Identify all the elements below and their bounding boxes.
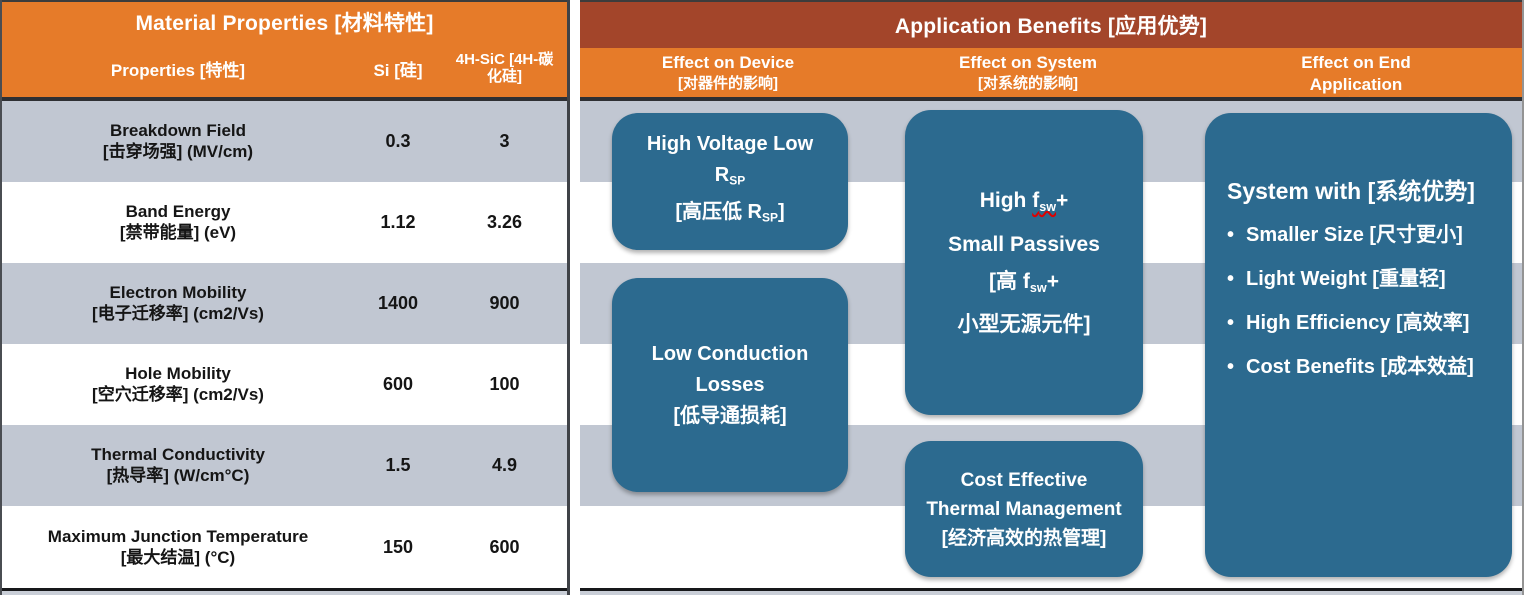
table-row: Thermal Conductivity [热导率] (W/cm°C) 1.5 … xyxy=(2,425,567,506)
benefit-line: [低导通损耗] xyxy=(673,404,787,427)
bottom-rule xyxy=(2,588,567,591)
bottom-shadow-strip xyxy=(2,591,567,595)
bullet-icon: • xyxy=(1227,224,1235,246)
system-advantages-heading: System with [系统优势] xyxy=(1227,178,1475,204)
benefit-line: Low Conduction xyxy=(651,342,809,365)
header-divider-rule xyxy=(2,97,567,101)
material-properties-header: Material Properties [材料特性] Properties [特… xyxy=(2,0,567,97)
bullet-icon: • xyxy=(1227,312,1235,334)
application-benefits-panel: Application Benefits [应用优势] Effect on De… xyxy=(580,0,1524,595)
benefit-column-header-band: Effect on Device [对器件的影响] Effect on Syst… xyxy=(580,48,1522,114)
sic-value: 600 xyxy=(489,536,520,557)
benefit-line: Losses xyxy=(695,373,765,396)
bullet-icon: • xyxy=(1227,268,1235,290)
header-divider-rule xyxy=(580,97,1522,101)
bullet-item: • Smaller Size [尺寸更小] xyxy=(1227,224,1463,246)
benefit-box-high-fsw-small-passives: High fsw+ Small Passives [高 fsw+ 小型无源元件] xyxy=(905,110,1143,415)
benefit-line: RSP xyxy=(714,164,746,188)
bullet-icon: • xyxy=(1227,356,1235,378)
application-benefits-title: Application Benefits [应用优势] xyxy=(894,15,1208,38)
si-value: 150 xyxy=(382,536,414,557)
si-value: 600 xyxy=(382,374,414,394)
material-properties-panel: Material Properties [材料特性] Properties [特… xyxy=(0,0,570,595)
property-cell: Breakdown Field [击穿场强] (MV/cm) xyxy=(102,121,254,161)
sic-value: 900 xyxy=(489,293,520,313)
application-benefits-header: Application Benefits [应用优势] xyxy=(580,0,1522,48)
table-column-headers: Properties [特性] Si [硅] 4H-SiC [4H-碳化硅] xyxy=(2,39,567,97)
benefit-line: Thermal Management xyxy=(926,498,1122,520)
table-row: Band Energy [禁带能量] (eV) 1.12 3.26 xyxy=(2,182,567,263)
bullet-item: • High Efficiency [高效率] xyxy=(1227,312,1470,334)
benefit-line: High Voltage Low xyxy=(646,133,814,156)
sic-value: 3 xyxy=(499,131,510,151)
benefit-box-low-conduction-losses: Low Conduction Losses [低导通损耗] xyxy=(612,278,848,492)
sic-value: 3.26 xyxy=(486,212,523,232)
benefit-box-cost-effective-thermal-management: Cost Effective Thermal Management [经济高效的… xyxy=(905,441,1143,577)
bullet-item: • Light Weight [重量轻] xyxy=(1227,268,1446,290)
material-properties-table: Breakdown Field [击穿场强] (MV/cm) 0.3 3 Ban… xyxy=(2,101,567,588)
table-row: Hole Mobility [空穴迁移率] (cm2/Vs) 600 100 xyxy=(2,344,567,425)
column-header-effect-on-device: Effect on Device [对器件的影响] xyxy=(661,53,795,92)
benefit-box-high-voltage-low-rsp: High Voltage Low RSP [高压低 RSP] xyxy=(612,113,848,250)
bottom-rule xyxy=(580,588,1522,591)
sic-value: 4.9 xyxy=(491,455,518,475)
benefit-box-system-advantages: System with [系统优势] • Smaller Size [尺寸更小] … xyxy=(1205,113,1512,577)
column-header-si: Si [硅] xyxy=(373,60,423,80)
benefit-line: Cost Effective xyxy=(960,469,1088,491)
benefit-line: 小型无源元件] xyxy=(957,313,1091,337)
bottom-shadow-strip xyxy=(580,591,1522,595)
column-header-effect-on-system: Effect on System [对系统的影响] xyxy=(959,53,1097,92)
si-value: 1.5 xyxy=(385,455,411,475)
benefit-line: [经济高效的热管理] xyxy=(941,527,1107,549)
table-row: Maximum Junction Temperature [最大结温] (°C)… xyxy=(2,506,567,588)
bullet-item: • Cost Benefits [成本效益] xyxy=(1227,356,1474,378)
si-value: 0.3 xyxy=(385,131,411,151)
spellcheck-underline: fsw xyxy=(1032,188,1057,214)
property-cell: Electron Mobility [电子迁移率] (cm2/Vs) xyxy=(92,283,264,323)
sic-value: 100 xyxy=(489,374,520,394)
column-header-4h-sic: 4H-SiC [4H-碳化硅] xyxy=(455,50,554,85)
si-value: 1.12 xyxy=(380,212,416,232)
column-header-properties: Properties [特性] xyxy=(110,60,246,80)
benefit-line: [高压低 RSP] xyxy=(675,201,785,225)
benefit-line: Small Passives xyxy=(948,232,1100,256)
property-cell: Hole Mobility [空穴迁移率] (cm2/Vs) xyxy=(92,364,264,404)
benefit-line: High fsw+ xyxy=(979,188,1069,214)
property-cell: Band Energy [禁带能量] (eV) xyxy=(119,202,237,242)
table-row: Breakdown Field [击穿场强] (MV/cm) 0.3 3 xyxy=(2,101,567,182)
benefit-line: [高 fsw+ xyxy=(989,269,1059,295)
si-value: 1400 xyxy=(377,293,419,313)
property-cell: Thermal Conductivity [热导率] (W/cm°C) xyxy=(91,445,265,485)
property-cell: Maximum Junction Temperature [最大结温] (°C) xyxy=(47,526,309,567)
material-properties-title: Material Properties [材料特性] xyxy=(135,12,434,35)
table-row: Electron Mobility [电子迁移率] (cm2/Vs) 1400 … xyxy=(2,263,567,344)
